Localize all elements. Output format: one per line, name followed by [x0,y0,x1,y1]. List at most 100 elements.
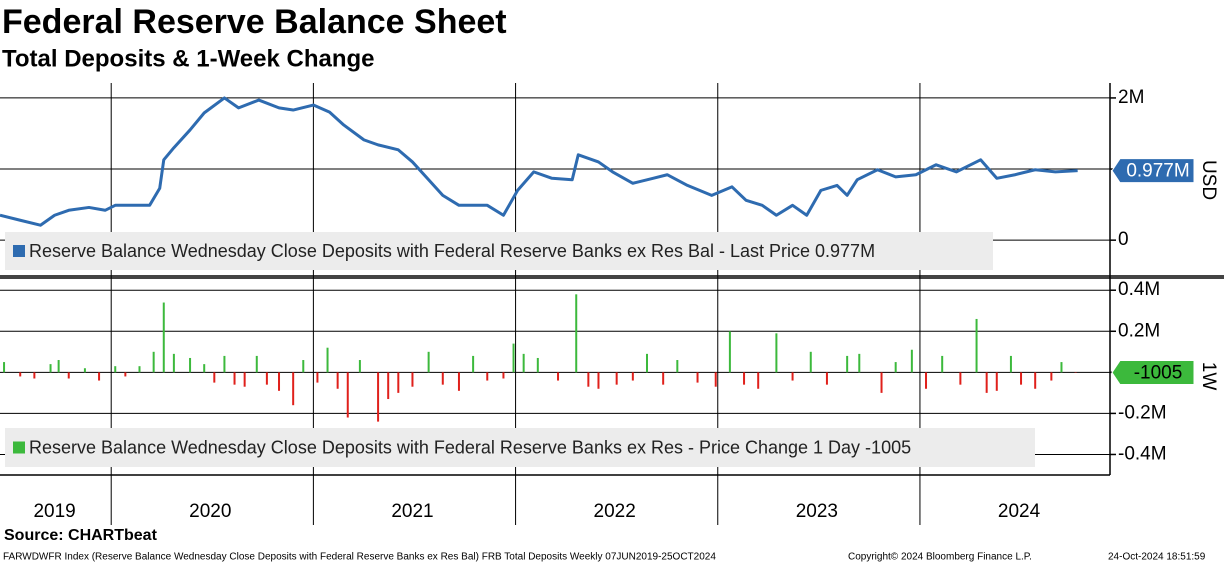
bar [910,349,913,373]
bar [124,372,127,377]
bar [631,372,634,381]
bar [189,357,192,373]
bar [243,372,246,387]
legend-box [5,232,993,270]
bar [1034,372,1037,389]
bar [427,351,430,373]
bar [662,372,665,385]
bar [152,351,155,373]
bar [98,372,101,381]
x-tick-label: 2021 [391,501,433,522]
legend-swatch [13,441,25,454]
source: Source: CHARTbeat [4,527,158,544]
bar [728,331,731,373]
footer: Copyright© 2024 Bloomberg Finance L.P. [848,552,1032,563]
bar [441,372,444,385]
legend-label: Reserve Balance Wednesday Close Deposits… [29,437,911,457]
bar [575,294,578,373]
bar [326,347,329,373]
bar [57,360,60,373]
bar [162,302,165,373]
bar [985,372,988,393]
legend-swatch [13,245,25,257]
last-value-tag [1111,158,1195,184]
bar [397,372,400,393]
bar [223,355,226,373]
bar [597,372,600,389]
bar [975,318,978,373]
bar [472,355,475,373]
bar [846,355,849,373]
bar [995,372,998,391]
bar [358,360,361,373]
last-value-tag [1111,360,1195,386]
bar [775,333,778,373]
bar [33,372,36,379]
bar [278,372,281,391]
bar [1050,372,1053,381]
bar [377,372,380,422]
bar [587,372,590,387]
bar [255,355,258,373]
bar [83,368,86,373]
bar [791,372,794,381]
bar [536,357,539,373]
bar [615,372,618,385]
legend-label: Reserve Balance Wednesday Close Deposits… [29,241,875,261]
chart-title: Federal Reserve Balance Sheet [2,3,507,41]
footer: 24-Oct-2024 18:51:59 [1108,552,1206,563]
last-value-label: -1005 [1134,363,1183,384]
bar [959,372,962,385]
bar [522,353,525,373]
y-tick-label: -0.4M [1118,443,1167,464]
bar [1060,362,1063,373]
bar [502,372,505,379]
legend-box [5,428,1035,467]
bar [213,372,216,383]
bar [336,372,339,389]
chart-subtitle: Total Deposits & 1-Week Change [2,45,375,72]
bar [233,372,236,385]
bar [346,372,349,418]
y-tick-label: 0.2M [1118,320,1160,341]
x-tick-label: 2019 [33,501,75,522]
bar [265,372,268,385]
y-tick-label: -0.2M [1118,402,1167,423]
line [0,96,1078,227]
bar [880,372,883,393]
y-tick-label: 2M [1118,87,1144,108]
bar [645,353,648,373]
bar [941,355,944,373]
bar [1020,372,1023,385]
x-tick-label: 2023 [796,501,838,522]
bar [676,360,679,373]
bar [925,372,928,389]
bar [757,372,760,389]
bar [302,360,305,373]
bar [743,372,746,385]
bar [138,366,141,373]
bar [203,364,206,373]
bar [557,372,560,381]
bar [696,372,699,383]
y-tick-label: 0 [1118,229,1129,250]
bar [457,372,460,391]
x-tick-label: 2022 [594,501,636,522]
last-value-label: 0.977M [1126,161,1189,182]
bar [1074,372,1077,373]
bar [3,362,6,373]
y-tick-label: 0.4M [1118,279,1160,300]
bar [67,372,70,379]
bar [19,372,22,377]
x-tick-label: 2020 [189,501,231,522]
bar [825,372,828,385]
bar [49,364,52,373]
bar [486,372,489,381]
footer: FARWDWFR Index (Reserve Balance Wednesda… [3,552,716,563]
bar [512,343,515,373]
x-tick-label: 2024 [998,501,1041,522]
bar [1009,355,1012,373]
bar [411,372,414,387]
bar [387,372,390,400]
